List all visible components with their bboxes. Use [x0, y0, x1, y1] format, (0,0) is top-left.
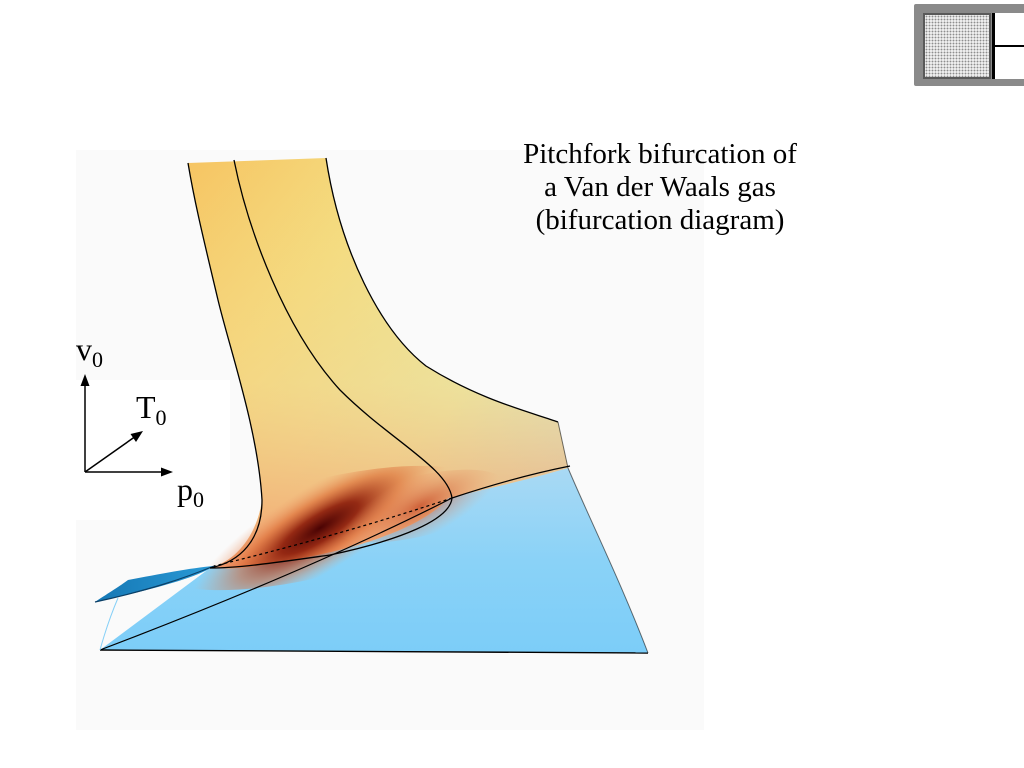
v-axis-arrowhead	[80, 374, 90, 386]
title-line-1: Pitchfork bifurcation of	[523, 138, 797, 170]
surface-left-flap-edge	[94, 565, 215, 603]
T-axis-arrowhead	[130, 431, 143, 442]
v-axis-label: v0	[76, 331, 103, 372]
curve-left-edge	[187, 162, 263, 569]
nav-panel	[992, 13, 1024, 79]
title-line-3: (bifurcation diagram)	[535, 204, 785, 236]
T-axis-label: T0	[136, 389, 167, 430]
slide-navigation-icon[interactable]	[914, 4, 1024, 86]
curve-diagonal-line	[99, 465, 571, 651]
surface-upper-shade	[188, 158, 568, 569]
fold-tip-region	[332, 469, 508, 543]
curve-bottom-edge	[99, 649, 649, 654]
curve-middle-branch	[209, 159, 453, 569]
curve-far-edge	[557, 421, 649, 654]
axes-indicator: v0 T0 p0	[62, 331, 230, 520]
T-axis-line	[84, 435, 137, 473]
p-axis-arrowhead	[161, 467, 173, 477]
surface-left-flap	[95, 566, 214, 602]
surface-lower-left-edge	[99, 597, 119, 651]
nav-screen-tile	[923, 13, 991, 79]
title-line-2: a Van der Waals gas	[544, 171, 776, 203]
p-axis-label: p0	[177, 471, 204, 512]
curve-right-edge	[325, 157, 559, 423]
slide-title: Pitchfork bifurcation of a Van der Waals…	[480, 138, 840, 237]
nav-horizontal-bar	[992, 45, 1024, 47]
